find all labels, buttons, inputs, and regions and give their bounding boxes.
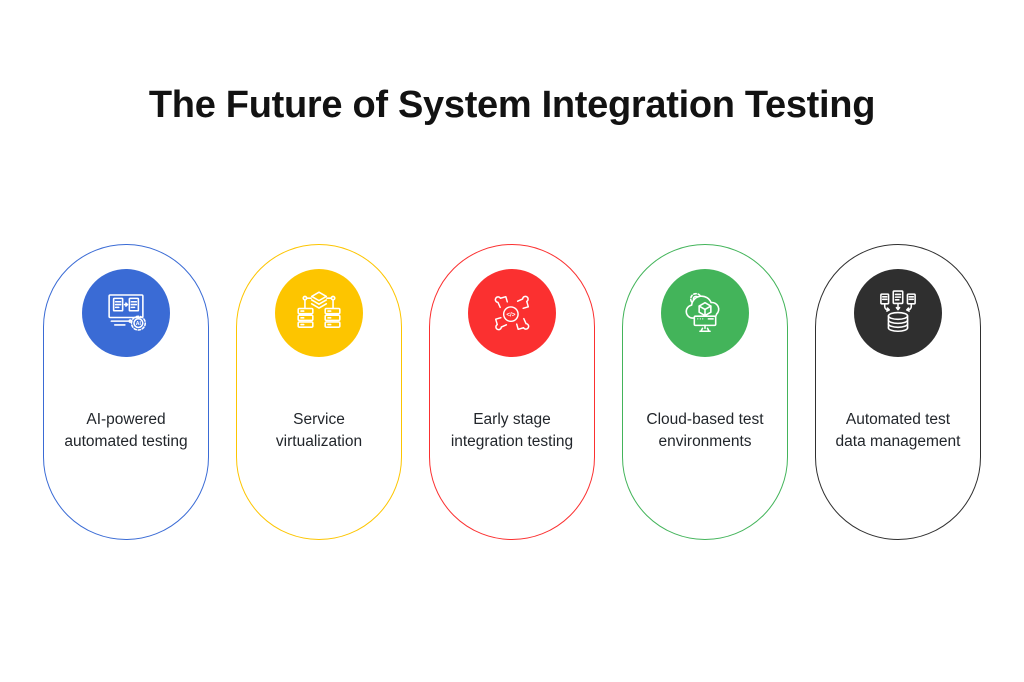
card-label: Cloud-based test environments <box>646 411 764 450</box>
layers-connected-servers-icon <box>297 291 341 328</box>
icon-circle-blue: AI <box>82 269 170 357</box>
documents-transfer-ai-gear-icon: AI <box>108 294 147 331</box>
card-early-stage-integration-testing: </> Early stage integration testing <box>429 244 595 540</box>
card-label: AI-powered automated testing <box>64 411 188 450</box>
cloud-cube-monitor-gear-icon <box>685 292 720 333</box>
card-ai-powered-automated-testing: AI AI-powered automated testing <box>43 244 209 540</box>
icon-circle-green <box>661 269 749 357</box>
svg-text:</>: </> <box>506 311 515 318</box>
icon-circle-dark <box>854 269 942 357</box>
code-puzzle-pieces-icon: </> <box>494 295 530 331</box>
page-title: The Future of System Integration Testing <box>148 84 876 126</box>
svg-text:AI: AI <box>136 321 142 327</box>
icon-circle-yellow <box>275 269 363 357</box>
card-cloud-based-test-environments: Cloud-based test environments <box>622 244 788 540</box>
documents-into-database-icon <box>880 290 916 333</box>
card-label: Automated test data management <box>835 411 961 450</box>
card-label: Service virtualization <box>275 411 363 450</box>
card-label: Early stage integration testing <box>450 411 574 450</box>
card-service-virtualization: Service virtualization <box>236 244 402 540</box>
card-automated-test-data-management: Automated test data management <box>815 244 981 540</box>
cards-row: AI AI-powered automated testing <box>0 244 1024 540</box>
icon-circle-red: </> <box>468 269 556 357</box>
